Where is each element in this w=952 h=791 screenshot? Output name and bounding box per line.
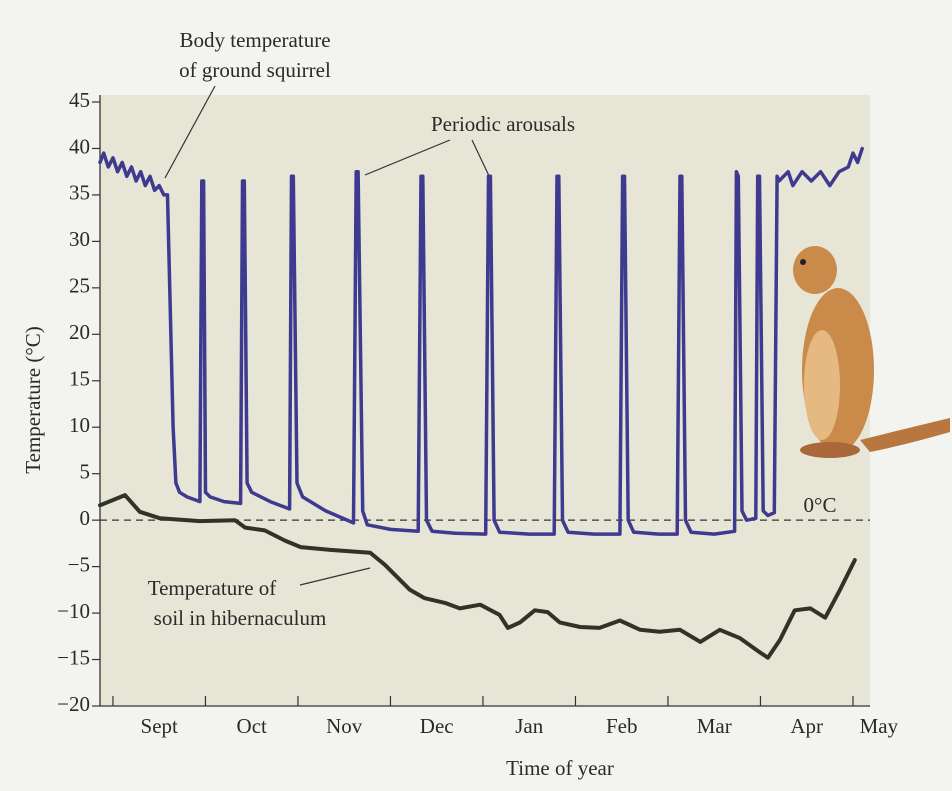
- annotation: Temperature of: [148, 576, 277, 600]
- zero-label: 0°C: [804, 493, 837, 517]
- y-tick-label: −10: [57, 599, 90, 623]
- chart: Body temperature of ground squirrel Peri…: [0, 0, 952, 791]
- y-tick-label: 20: [69, 320, 90, 344]
- x-tick-label: Feb: [606, 714, 638, 738]
- annotation: Body temperature: [179, 28, 330, 52]
- x-axis-title: Time of year: [506, 756, 614, 780]
- y-tick-label: 30: [69, 227, 90, 251]
- y-tick-label: 0: [80, 506, 91, 530]
- y-tick-label: 25: [69, 274, 90, 298]
- y-axis-title: Temperature (°C): [21, 326, 45, 473]
- x-tick-label: Mar: [697, 714, 732, 738]
- x-tick-label: Dec: [420, 714, 454, 738]
- y-tick-label: 45: [69, 88, 90, 112]
- x-tick-label: Oct: [237, 714, 267, 738]
- y-tick-label: −20: [57, 692, 90, 716]
- x-tick-label: Sept: [141, 714, 179, 738]
- annotation: soil in hibernaculum: [154, 606, 327, 630]
- annotation: of ground squirrel: [179, 58, 331, 82]
- y-tick-label: −15: [57, 645, 90, 669]
- y-tick-label: 40: [69, 134, 90, 158]
- y-tick-label: 10: [69, 413, 90, 437]
- x-tick-label: Nov: [326, 714, 363, 738]
- y-tick-label: 5: [80, 460, 91, 484]
- y-tick-label: −5: [68, 552, 90, 576]
- x-tick-label: Jan: [515, 714, 543, 738]
- page: {"chart_data": { "type": "line", "x_titl…: [0, 0, 952, 791]
- x-tick-label: May: [860, 714, 899, 738]
- annotation: Periodic arousals: [431, 112, 575, 136]
- y-tick-label: 15: [69, 367, 90, 391]
- y-tick-label: 35: [69, 181, 90, 205]
- x-tick-label: Apr: [790, 714, 823, 738]
